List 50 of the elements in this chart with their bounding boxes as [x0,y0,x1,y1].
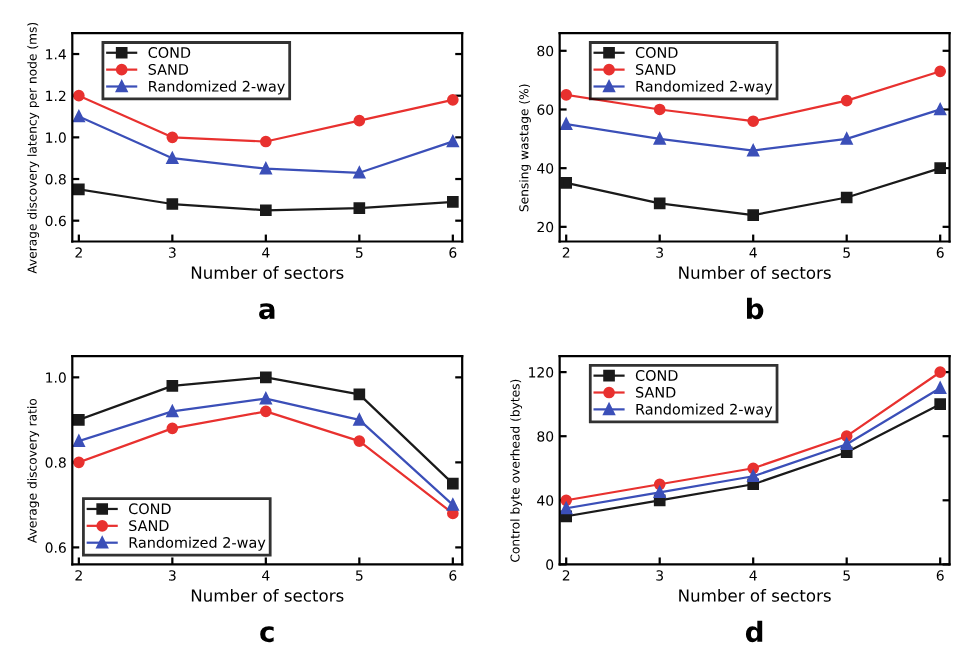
point [934,103,947,116]
x-axis-title: Number of sectors [191,266,344,279]
point [166,131,179,144]
point [260,204,272,217]
point [447,196,459,208]
point [260,371,272,384]
point [934,398,947,410]
point [840,94,853,107]
x-axis-title: Number of sectors [191,588,344,602]
point [560,88,573,101]
x-axis-title: Number of sectors [679,266,831,279]
point [747,209,760,221]
point [653,197,666,210]
point [447,135,459,148]
point [934,65,947,78]
point [934,366,947,378]
point [73,89,85,102]
point [653,103,666,116]
point [73,456,85,469]
point [260,135,272,148]
point [353,114,366,127]
point [166,405,179,418]
point [353,435,366,447]
point [560,502,573,515]
point [560,177,573,189]
point [73,110,85,123]
point [260,162,272,175]
point [447,477,459,490]
point [73,183,85,196]
point [166,198,179,210]
point [166,422,179,435]
point [840,191,853,204]
text: b [746,297,764,320]
point [353,202,366,215]
point [747,144,760,157]
point [840,132,853,145]
text: c [260,626,274,643]
point [353,388,366,401]
point [447,94,459,106]
point [260,405,272,418]
x-axis-title: Number of sectors [679,588,831,602]
text: a [259,303,275,320]
point [747,115,760,128]
point [353,166,366,179]
point [73,414,85,426]
point [653,132,666,145]
point [260,392,272,405]
point [166,380,179,392]
text: d [745,620,763,643]
point [934,162,947,174]
